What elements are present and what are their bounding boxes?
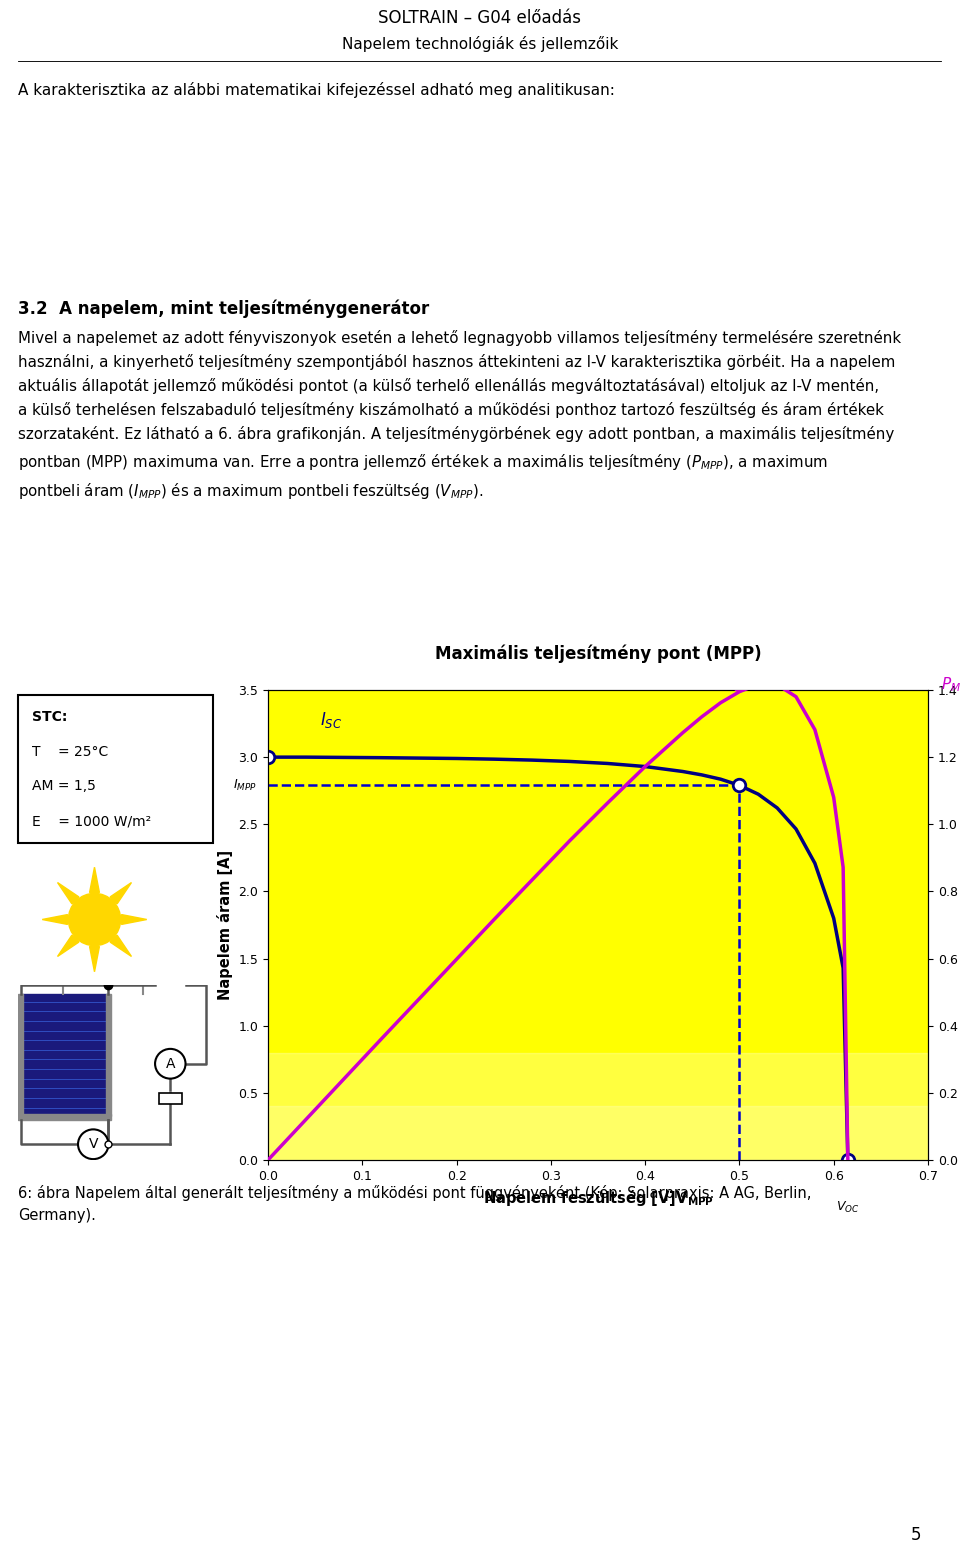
Polygon shape	[122, 914, 147, 925]
Text: 3.2  A napelem, mint teljesítménygenerátor: 3.2 A napelem, mint teljesítménygeneráto…	[18, 300, 429, 318]
Text: STC:: STC:	[32, 709, 67, 723]
Polygon shape	[89, 947, 100, 972]
Text: $V_{OC}$: $V_{OC}$	[836, 1200, 859, 1215]
Text: T    = 25°C: T = 25°C	[32, 745, 108, 759]
Y-axis label: Napelem áram [A]: Napelem áram [A]	[217, 850, 232, 999]
Bar	[158, 1093, 182, 1103]
Text: A karakterisztika az alábbi matematikai kifejezéssel adható meg analitikusan:: A karakterisztika az alábbi matematikai …	[18, 82, 614, 98]
Circle shape	[68, 894, 121, 945]
Title: Maximális teljesítmény pont (MPP): Maximális teljesítmény pont (MPP)	[435, 646, 761, 663]
Polygon shape	[110, 883, 132, 903]
Circle shape	[156, 1049, 185, 1079]
Text: V: V	[88, 1138, 98, 1152]
Text: SOLTRAIN – G04 előadás: SOLTRAIN – G04 előadás	[378, 9, 582, 28]
Bar	[21, 993, 108, 1116]
Polygon shape	[42, 914, 67, 925]
Text: E    = 1000 W/m²: E = 1000 W/m²	[32, 815, 151, 829]
Text: 5: 5	[911, 1526, 922, 1544]
Circle shape	[78, 1130, 108, 1159]
Bar	[18, 993, 23, 1116]
Bar	[18, 1114, 111, 1119]
Text: Mivel a napelemet az adott fényviszonyok esetén a lehető legnagyobb villamos tel: Mivel a napelemet az adott fényviszonyok…	[18, 331, 901, 501]
Polygon shape	[58, 883, 79, 903]
Polygon shape	[110, 936, 132, 956]
Text: $I_{SC}$: $I_{SC}$	[320, 709, 342, 729]
Bar	[106, 993, 111, 1116]
X-axis label: Napelem feszültség [V]$\mathbf{V_{MPP}}$: Napelem feszültség [V]$\mathbf{V_{MPP}}$	[483, 1189, 713, 1209]
Text: A: A	[165, 1057, 175, 1071]
Text: $P_{MPP}$: $P_{MPP}$	[941, 675, 960, 694]
Polygon shape	[58, 936, 79, 956]
Text: AM = 1,5: AM = 1,5	[32, 779, 96, 793]
Text: $I_{MPP}$: $I_{MPP}$	[233, 778, 256, 793]
Text: 6: ábra Napelem által generált teljesítmény a működési pont függvényeként (Kép: : 6: ábra Napelem által generált teljesítm…	[18, 1186, 811, 1223]
Text: Napelem technológiák és jellemzőik: Napelem technológiák és jellemzőik	[342, 36, 618, 51]
Polygon shape	[89, 868, 100, 892]
